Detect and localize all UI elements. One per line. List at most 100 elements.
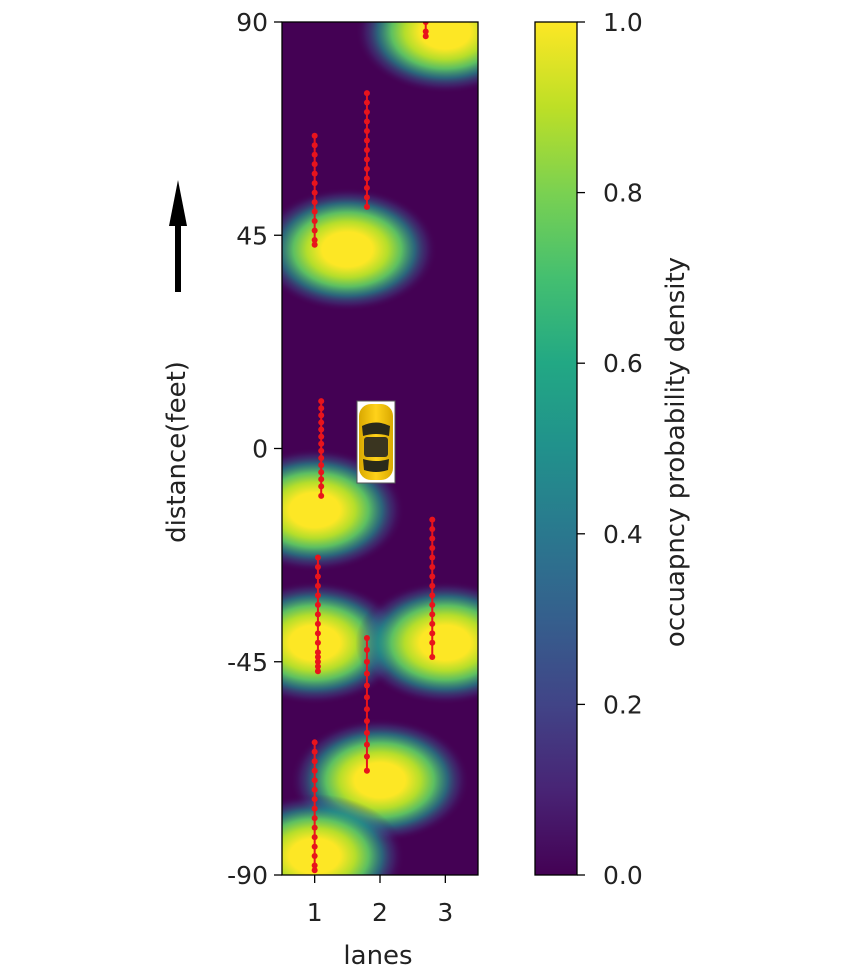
trajectory-point	[311, 758, 318, 765]
trajectory-point	[429, 611, 436, 618]
trajectory-point	[429, 554, 436, 561]
trajectory-point	[318, 419, 325, 426]
trajectory-point	[311, 151, 318, 158]
trajectory-point	[363, 670, 370, 677]
hotspot-2	[282, 187, 438, 312]
trajectory-point	[429, 573, 436, 580]
trajectory-point	[311, 805, 318, 812]
trajectory-point	[311, 142, 318, 149]
trajectory-point	[363, 118, 370, 125]
hotspot-layer	[282, 22, 478, 875]
trajectory-point	[314, 654, 321, 661]
trajectory-point	[311, 208, 318, 215]
trajectory-point	[311, 180, 318, 187]
heatmap	[281, 21, 479, 876]
trajectory-point	[311, 161, 318, 168]
trajectory-point	[363, 203, 370, 210]
trajectory-point	[363, 146, 370, 153]
trajectory-point	[363, 165, 370, 172]
trajectory-point	[318, 454, 325, 461]
trajectory-point	[363, 127, 370, 134]
trajectory-point	[363, 156, 370, 163]
hotspot-5	[355, 580, 478, 705]
trajectory-point	[429, 630, 436, 637]
x-tick-label: 1	[307, 898, 323, 927]
y-axis: 90 45 0 -45 -90 distance(feet)	[162, 8, 282, 890]
trajectory-point	[363, 646, 370, 653]
trajectory-point	[318, 483, 325, 490]
x-axis-label: lanes	[343, 941, 412, 971]
trajectory-point	[311, 853, 318, 860]
trajectory-point	[314, 668, 321, 675]
trajectory-point	[422, 28, 429, 35]
trajectory-point	[311, 862, 318, 869]
trajectory-point	[363, 767, 370, 774]
trajectory-point	[311, 834, 318, 841]
y-tick-label: 90	[236, 8, 268, 37]
trajectory-point	[311, 132, 318, 139]
trajectory-point	[318, 462, 325, 469]
trajectory-point	[318, 447, 325, 454]
trajectory-4	[318, 398, 325, 499]
trajectory-point	[314, 563, 321, 570]
colorbar-strip	[534, 21, 578, 876]
trajectory-point	[311, 748, 318, 755]
colorbar: 1.0 0.8 0.6 0.4 0.2 0.0 occuapncy probability…	[534, 8, 691, 890]
colorbar-tick-label: 0.2	[603, 690, 643, 719]
trajectory-point	[363, 137, 370, 144]
trajectory-point	[429, 516, 436, 523]
trajectory-point	[318, 476, 325, 483]
trajectory-point	[311, 170, 318, 177]
trajectory-point	[429, 545, 436, 552]
hotspot-1	[355, 22, 478, 94]
trajectory-2	[363, 90, 370, 210]
trajectory-point	[363, 109, 370, 116]
trajectory-point	[363, 184, 370, 191]
trajectory-point	[363, 658, 370, 665]
trajectory-point	[311, 739, 318, 746]
trajectory-point	[314, 582, 321, 589]
trajectory-8	[311, 739, 318, 874]
trajectory-point	[311, 199, 318, 206]
colorbar-tick-label: 0.6	[603, 349, 643, 378]
trajectory-point	[318, 440, 325, 447]
trajectory-point	[429, 639, 436, 646]
x-axis: 1 2 3 lanes	[307, 875, 453, 971]
y-tick-label: -45	[227, 648, 268, 677]
trajectory-point	[363, 706, 370, 713]
trajectory-point	[314, 663, 321, 670]
trajectory-point	[429, 526, 436, 533]
trajectory-7	[363, 635, 370, 774]
trajectory-point	[429, 620, 436, 627]
trajectory-point	[311, 241, 318, 248]
trajectory-point	[363, 717, 370, 724]
y-tick-label: 45	[236, 221, 268, 250]
trajectory-layer	[311, 22, 436, 874]
colorbar-tick-group: 1.0 0.8 0.6 0.4 0.2 0.0	[577, 8, 643, 890]
trajectory-point	[318, 398, 325, 405]
x-tick-label: 3	[437, 898, 453, 927]
trajectory-point	[363, 682, 370, 689]
y-tick-label: -90	[227, 861, 268, 890]
colorbar-tick-label: 0.4	[603, 520, 643, 549]
trajectory-point	[318, 433, 325, 440]
y-tick-label: 0	[252, 435, 268, 464]
trajectory-point	[422, 22, 429, 25]
trajectory-point	[363, 194, 370, 201]
colorbar-tick-label: 0.8	[603, 179, 643, 208]
trajectory-point	[363, 753, 370, 760]
trajectory-point	[311, 236, 318, 243]
trajectory-point	[311, 227, 318, 234]
colorbar-tick-label: 0.0	[603, 861, 643, 890]
trajectory-5	[314, 554, 321, 675]
trajectory-point	[314, 601, 321, 608]
trajectory-point	[363, 175, 370, 182]
trajectory-point	[311, 189, 318, 196]
trajectory-point	[363, 99, 370, 106]
trajectory-1	[311, 132, 318, 248]
trajectory-point	[314, 592, 321, 599]
trajectory-point	[314, 630, 321, 637]
trajectory-point	[311, 777, 318, 784]
x-tick-label: 2	[372, 898, 388, 927]
